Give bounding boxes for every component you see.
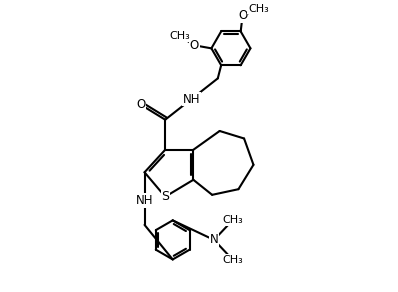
Text: O: O: [238, 9, 247, 22]
Text: CH₃: CH₃: [222, 215, 243, 225]
Text: NH: NH: [183, 93, 200, 105]
Text: N: N: [210, 233, 219, 246]
Text: O: O: [136, 98, 145, 111]
Text: O: O: [190, 39, 199, 52]
Text: CH₃: CH₃: [169, 31, 190, 41]
Text: S: S: [161, 190, 169, 203]
Text: NH: NH: [136, 194, 153, 207]
Text: CH₃: CH₃: [248, 4, 269, 14]
Text: CH₃: CH₃: [222, 255, 243, 265]
